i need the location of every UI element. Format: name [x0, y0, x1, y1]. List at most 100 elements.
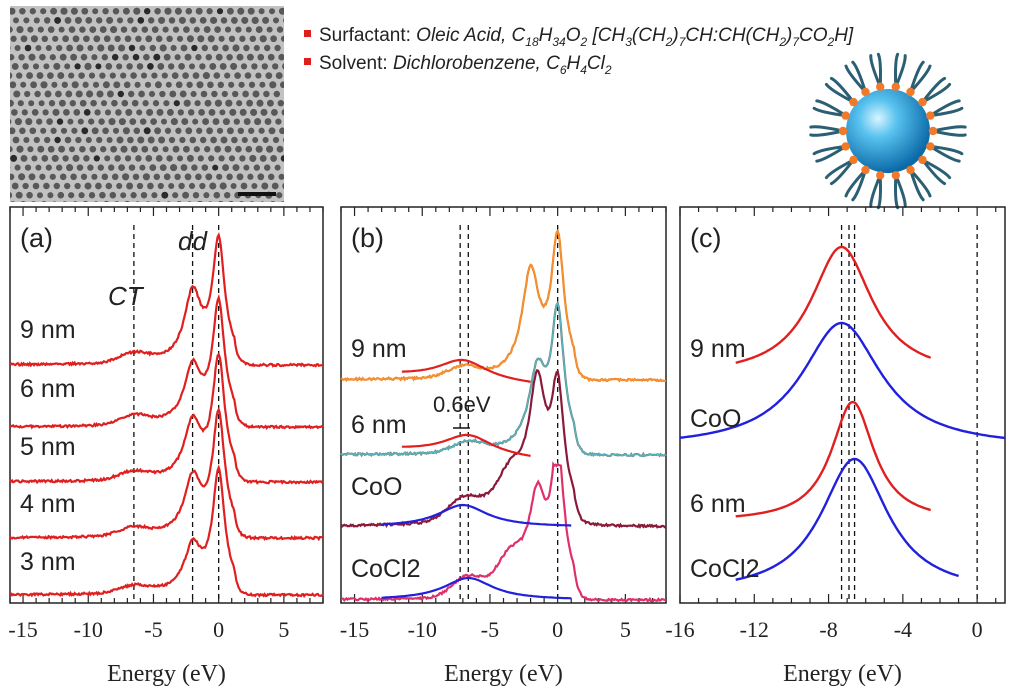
nanocrystal-dot: [168, 182, 175, 190]
nanocrystal-dot: [67, 118, 74, 125]
nanocrystal-dot: [81, 7, 89, 15]
plot-frame: [679, 206, 1006, 604]
nanocrystal-dot: [151, 26, 159, 33]
nanocrystal-dot: [275, 0, 281, 5]
nanocrystal-dot: [186, 81, 193, 88]
nanocrystal-dot: [183, 145, 190, 153]
nanocrystal-dot: [297, 72, 304, 79]
nanocrystal-dot: [10, 99, 14, 107]
nanocrystal-dot: [28, 173, 36, 181]
nanocrystal-dot: [68, 26, 76, 33]
nanocrystal-dot: [307, 192, 314, 199]
nanocrystal-dot: [219, 109, 226, 116]
headgroup: [876, 82, 885, 91]
nanocrystal-dot: [321, 8, 327, 14]
nanocrystal-dot: [130, 145, 138, 153]
nanocrystal-dot: [36, 0, 43, 6]
ligand-chain: [851, 60, 867, 94]
nanocrystal-dot: [64, 63, 71, 70]
nanocrystal-dot: [19, 7, 26, 15]
nanocrystal-dot: [93, 155, 100, 162]
nanocrystal-dot: [66, 44, 73, 52]
nanocrystal-dot: [176, 200, 182, 202]
nanocrystal-dot: [118, 44, 126, 52]
nanocrystal-dot: [125, 108, 133, 116]
nanocrystal-dot: [72, 35, 80, 43]
headgroup: [891, 82, 900, 91]
nanocrystal-dot: [235, 145, 242, 153]
nanocrystal-dot: [175, 81, 183, 89]
nanocrystal-dot: [48, 100, 56, 107]
nanocrystal-dot: [280, 201, 284, 202]
nanocrystal-dot: [202, 0, 209, 5]
nanocrystal-dot: [313, 63, 320, 70]
nanocrystal-dot: [257, 173, 265, 181]
nanocrystal-dot: [147, 182, 154, 190]
nanocrystal-dot: [140, 0, 146, 5]
nanocrystal-dot: [19, 127, 26, 135]
annotation-0-6ev: 0.6eV: [433, 392, 491, 417]
nanocrystal-dot: [232, 90, 239, 98]
nanocrystal-dot: [83, 200, 89, 202]
nanocrystal-dot: [204, 146, 211, 153]
nanocrystal-dot: [145, 155, 153, 162]
nanocrystal-dot: [292, 109, 298, 115]
nanocrystal-dot: [270, 154, 278, 162]
nanocrystal-dot: [24, 44, 32, 52]
series-label: 6 nm: [20, 375, 76, 403]
nanocrystal-dot: [34, 90, 41, 98]
nanocrystal-dot: [105, 182, 113, 190]
nanocrystal-dot: [163, 100, 170, 107]
nanocrystal-dot: [79, 145, 86, 153]
nanocrystal-dot: [164, 127, 172, 134]
nanocrystal-dot: [128, 164, 136, 171]
nanocrystal-dot: [20, 81, 27, 88]
nanocrystal-dot: [132, 53, 140, 61]
nanocrystal-dot: [118, 164, 125, 172]
nanocrystal-dot: [176, 35, 184, 42]
nanocrystal-dot: [231, 136, 238, 144]
nanocrystal-dot: [146, 108, 154, 116]
nanocrystal-dot: [57, 191, 65, 199]
nanocrystal-dot: [304, 137, 310, 143]
nanocrystal-dot: [278, 53, 284, 61]
x-tick-label: -10: [408, 617, 437, 642]
nanocrystal-dot: [250, 108, 258, 116]
headgroup: [918, 155, 927, 165]
nanocrystal-dot: [130, 72, 137, 79]
nanocrystal-dot: [43, 63, 50, 70]
nanocrystal-dot: [157, 62, 165, 70]
red-square-icon: [304, 30, 311, 38]
nanocrystal-dot: [127, 136, 134, 144]
nanocrystal-dot: [328, 26, 335, 33]
nanocrystal-dot: [200, 90, 208, 98]
nanocrystal-dot: [25, 118, 33, 126]
nanocrystal-dot: [56, 118, 64, 125]
nanocrystal-dot: [100, 146, 107, 153]
nanocrystal-dot: [143, 7, 151, 15]
nanocrystal-dot: [75, 136, 82, 144]
nanocrystal-dot: [192, 192, 200, 199]
nanocrystal-dot: [126, 182, 134, 190]
x-tick-label: -5: [144, 617, 162, 642]
x-tick-label: -12: [740, 617, 769, 642]
nanocrystal-dot: [228, 155, 236, 162]
nanocrystal-dot: [105, 63, 113, 70]
nanocrystal-dot: [272, 63, 279, 70]
nanocrystal-dot: [179, 136, 186, 144]
x-tick-label: -15: [340, 617, 369, 642]
nanocrystal-dot: [293, 137, 300, 144]
nanocrystal-dot: [59, 53, 67, 61]
nanocrystal-dot: [293, 63, 299, 69]
nanocrystal-dot: [188, 63, 196, 70]
nanocrystal-dot: [170, 44, 177, 52]
nanocrystal-dot: [239, 108, 247, 116]
panel-a: -15 -10 -5 0 5 Energy (eV) (a) CT dd 9 nm 6 nm 5 nm…: [8, 206, 324, 687]
nanocrystal-dot: [171, 72, 179, 79]
nanocrystal-dot: [297, 192, 304, 199]
nanocrystal-dot: [26, 0, 33, 5]
nanocrystal-dot: [70, 7, 78, 15]
nanocrystal-dot: [254, 118, 262, 126]
nanocrystal-dot: [222, 44, 229, 52]
headgroup: [849, 97, 858, 107]
